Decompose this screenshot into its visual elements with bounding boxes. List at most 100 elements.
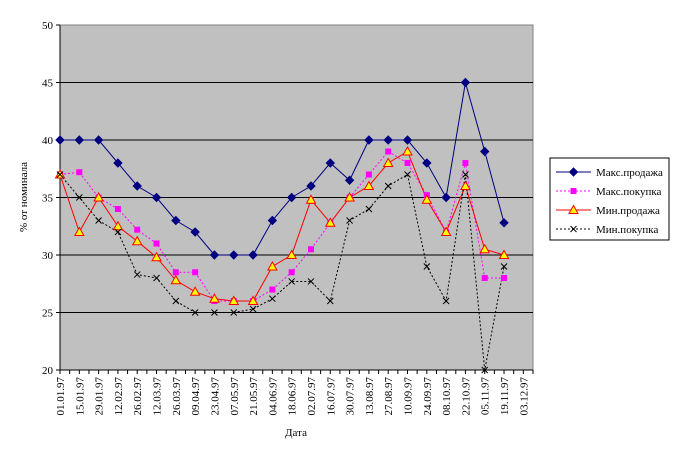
x-tick-label: 10.09.97 [403, 377, 415, 416]
series-markers-4 [56, 171, 508, 374]
marker-x-stroke [56, 171, 64, 178]
series-markers [54, 77, 510, 374]
marker-x [404, 171, 411, 178]
legend-label: Макс.продажа [596, 167, 663, 179]
marker-square [385, 148, 392, 155]
marker-triangle [324, 217, 336, 227]
x-tick-label: 07.05.97 [229, 377, 241, 416]
marker-triangle [247, 295, 259, 305]
legend: Макс.продажа Макс.покупка Мин.продажа Мин.п… [549, 157, 670, 241]
gridlines [60, 82, 533, 313]
marker-triangle [209, 293, 220, 303]
marker-diamond [499, 218, 509, 228]
x-tick-label: 21.05.97 [248, 377, 260, 416]
marker-x [249, 305, 257, 313]
x-tick-label: 26.03.97 [171, 377, 183, 416]
marker-x-stroke [269, 295, 276, 303]
series-line-2 [59, 150, 505, 302]
marker-square [462, 160, 469, 166]
marker-x-stroke [288, 278, 296, 285]
marker-triangle [189, 286, 201, 296]
x-tick-label: 02.07.97 [306, 377, 318, 416]
series-markers-1 [55, 77, 509, 260]
marker-square [501, 275, 508, 281]
x-tick-label: 23.04.97 [209, 377, 221, 416]
y-tick-label: 50 [42, 20, 54, 32]
marker-triangle [267, 260, 278, 271]
marker-diamond [151, 192, 162, 203]
marker-x-stroke [153, 274, 160, 282]
marker-x-stroke [172, 297, 180, 305]
marker-triangle [402, 145, 413, 156]
marker-triangle [93, 191, 104, 202]
y-tick-label: 20 [42, 365, 54, 377]
x-tick-label: 12.02.97 [113, 377, 125, 416]
marker-x [326, 297, 334, 305]
marker-x-stroke [326, 297, 334, 305]
marker-diamond [132, 181, 142, 191]
x-tick-label: 04.06.97 [267, 377, 279, 416]
marker-x-stroke [346, 217, 353, 224]
y-tick-label: 30 [42, 250, 54, 262]
series-line-4 [59, 173, 505, 371]
marker-x-stroke [500, 263, 508, 270]
marker-triangle [421, 194, 433, 204]
marker-triangle [344, 191, 355, 202]
marker-x [95, 217, 102, 224]
marker-diamond [364, 135, 374, 145]
marker-triangle [498, 249, 510, 259]
marker-x-stroke [481, 366, 489, 374]
marker-diamond [306, 181, 316, 191]
y-axis-title: % от номинала [18, 162, 30, 232]
marker-triangle [73, 226, 85, 236]
marker-diamond [267, 215, 278, 226]
marker-x-stroke [230, 309, 238, 316]
marker-x [570, 225, 577, 233]
marker-x-stroke [570, 225, 577, 233]
x-tick-label: 01.01.97 [55, 377, 67, 416]
x-tick-label: 12.03.97 [152, 377, 164, 416]
legend-label: Мин.покупка [596, 224, 658, 236]
marker-x [230, 309, 238, 316]
marker-diamond [402, 135, 413, 145]
marker-x [114, 228, 122, 236]
x-axis-title: Дата [285, 427, 307, 439]
series-lines [59, 82, 505, 371]
x-tick-label: 18.06.97 [287, 377, 299, 416]
marker-triangle [479, 243, 491, 254]
marker-triangle [440, 226, 452, 236]
marker-square [269, 286, 276, 293]
y-axis-ticks: 20 25 30 35 40 45 50 [42, 20, 61, 377]
marker-x [211, 309, 218, 316]
marker-diamond [190, 227, 200, 237]
x-tick-label: 09.04.97 [190, 377, 202, 416]
marker-square [134, 226, 141, 233]
marker-diamond [93, 135, 104, 145]
marker-square [365, 171, 372, 178]
x-tick-label: 03.12.97 [518, 377, 530, 416]
marker-diamond [74, 135, 85, 145]
marker-x [153, 274, 160, 282]
marker-x [442, 297, 450, 305]
marker-x-stroke [75, 194, 83, 201]
marker-x [56, 171, 64, 178]
y-tick-label: 40 [42, 135, 54, 147]
marker-x [346, 217, 353, 224]
y-tick-label: 35 [42, 193, 54, 205]
marker-diamond [113, 158, 123, 168]
marker-square [404, 160, 411, 166]
marker-diamond [55, 135, 65, 145]
marker-triangle [151, 251, 162, 262]
x-tick-label: 24.09.97 [422, 377, 434, 416]
x-tick-label: 15.01.97 [74, 377, 86, 416]
legend-label: Макс.покупка [596, 186, 662, 198]
marker-x [269, 295, 276, 303]
marker-x-stroke [95, 217, 102, 224]
marker-x [307, 278, 315, 285]
marker-x [288, 278, 296, 285]
marker-x-stroke [249, 305, 257, 313]
marker-x [481, 366, 489, 374]
x-tick-label: 22.10.97 [460, 377, 472, 416]
marker-square [307, 246, 314, 253]
marker-square [192, 269, 199, 276]
